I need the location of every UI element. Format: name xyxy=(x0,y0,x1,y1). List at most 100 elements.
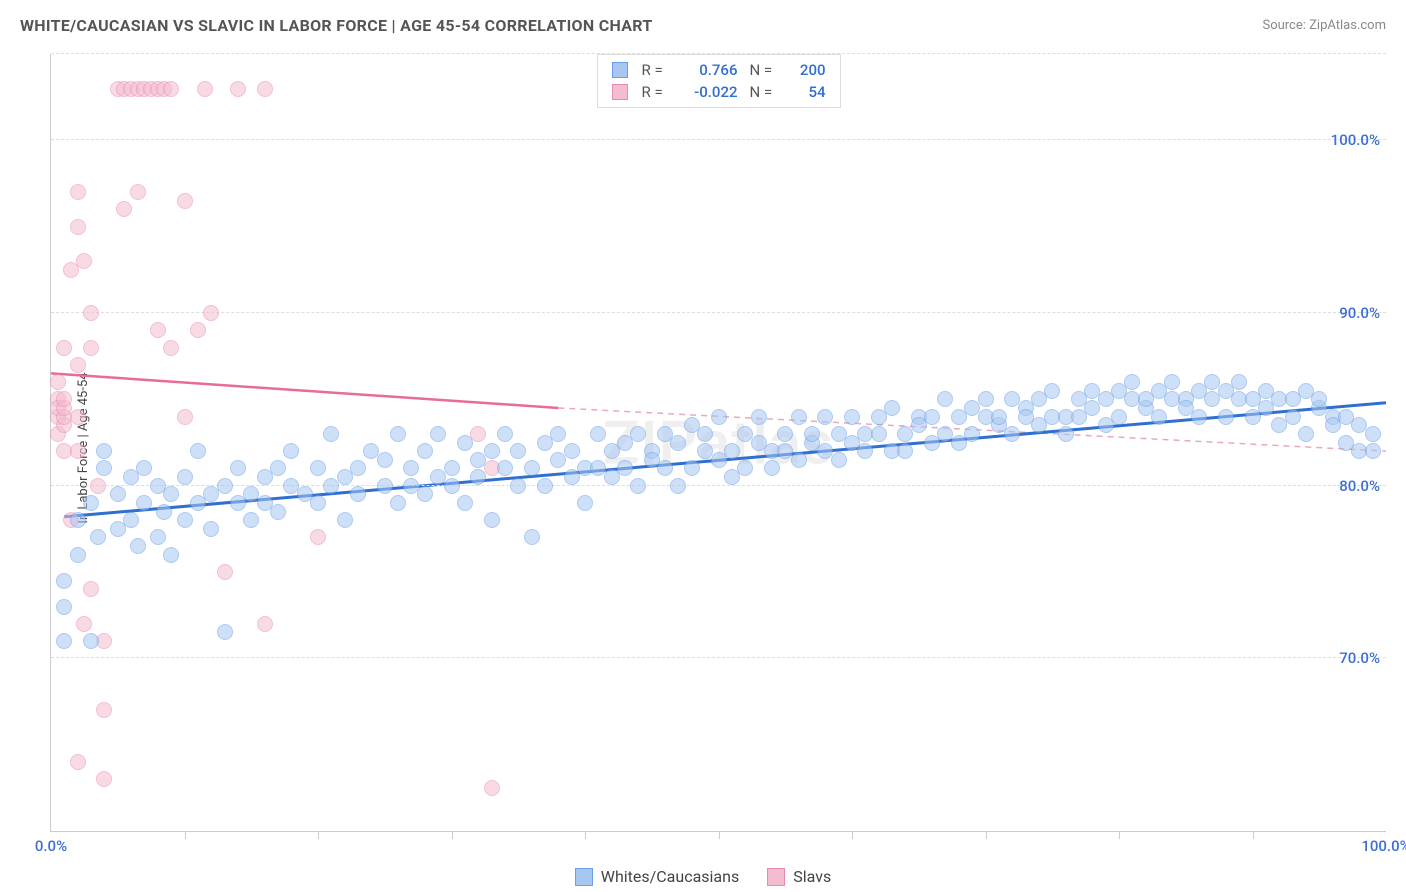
data-point-whites xyxy=(310,460,326,476)
chart-title: WHITE/CAUCASIAN VS SLAVIC IN LABOR FORCE… xyxy=(20,16,653,35)
data-point-whites xyxy=(697,426,713,442)
data-point-whites xyxy=(537,478,553,494)
data-point-whites xyxy=(1164,374,1180,390)
data-point-whites xyxy=(150,529,166,545)
x-tick xyxy=(1119,831,1120,839)
data-point-whites xyxy=(163,486,179,502)
data-point-slavs xyxy=(70,443,86,459)
data-point-slavs xyxy=(76,253,92,269)
plot-area: ZIPatlas R =0.766N =200R =-0.022N =54 70… xyxy=(50,54,1386,832)
data-point-whites xyxy=(390,426,406,442)
data-point-whites xyxy=(804,426,820,442)
data-point-slavs xyxy=(163,340,179,356)
stat-value-r: 0.766 xyxy=(678,61,738,79)
data-point-whites xyxy=(243,512,259,528)
data-point-whites xyxy=(96,443,112,459)
data-point-whites xyxy=(764,460,780,476)
data-point-slavs xyxy=(70,219,86,235)
data-point-whites xyxy=(1311,391,1327,407)
data-point-slavs xyxy=(484,780,500,796)
data-point-whites xyxy=(310,495,326,511)
data-point-whites xyxy=(377,478,393,494)
x-tick-label: 100.0% xyxy=(1361,837,1406,855)
data-point-slavs xyxy=(96,771,112,787)
data-point-whites xyxy=(978,391,994,407)
legend-swatch xyxy=(612,62,628,78)
data-point-whites xyxy=(1298,426,1314,442)
data-point-whites xyxy=(564,443,580,459)
data-point-whites xyxy=(484,512,500,528)
data-point-slavs xyxy=(83,581,99,597)
gridline xyxy=(51,312,1386,313)
data-point-whites xyxy=(217,478,233,494)
data-point-whites xyxy=(630,478,646,494)
data-point-whites xyxy=(190,443,206,459)
data-point-slavs xyxy=(96,702,112,718)
data-point-whites xyxy=(83,495,99,511)
data-point-whites xyxy=(510,478,526,494)
gridline xyxy=(51,657,1386,658)
data-point-slavs xyxy=(163,81,179,97)
data-point-whites xyxy=(484,443,500,459)
data-point-whites xyxy=(417,443,433,459)
data-point-slavs xyxy=(257,81,273,97)
source-attribution: Source: ZipAtlas.com xyxy=(1262,18,1386,33)
data-point-whites xyxy=(203,521,219,537)
data-point-whites xyxy=(884,400,900,416)
data-point-whites xyxy=(777,426,793,442)
data-point-whites xyxy=(337,512,353,528)
x-tick xyxy=(318,831,319,839)
data-point-whites xyxy=(1365,443,1381,459)
data-point-whites xyxy=(817,409,833,425)
data-point-whites xyxy=(156,504,172,520)
data-point-whites xyxy=(56,573,72,589)
data-point-whites xyxy=(497,460,513,476)
data-point-whites xyxy=(711,409,727,425)
x-tick xyxy=(185,831,186,839)
data-point-whites xyxy=(1124,374,1140,390)
data-point-whites xyxy=(751,409,767,425)
legend-swatch xyxy=(767,868,785,886)
data-point-whites xyxy=(964,426,980,442)
data-point-whites xyxy=(1151,409,1167,425)
data-point-whites xyxy=(163,547,179,563)
data-point-whites xyxy=(350,460,366,476)
data-point-whites xyxy=(217,624,233,640)
data-point-whites xyxy=(684,460,700,476)
data-point-slavs xyxy=(150,322,166,338)
data-point-whites xyxy=(791,452,807,468)
legend-swatch xyxy=(575,868,593,886)
legend-label: Slavs xyxy=(793,867,831,886)
data-point-whites xyxy=(70,547,86,563)
data-point-whites xyxy=(857,443,873,459)
legend-swatch xyxy=(612,84,628,100)
data-point-whites xyxy=(1058,426,1074,442)
stats-legend: R =0.766N =200R =-0.022N =54 xyxy=(597,54,841,108)
data-point-slavs xyxy=(190,322,206,338)
data-point-whites xyxy=(417,486,433,502)
data-point-whites xyxy=(791,409,807,425)
stat-label-n: N = xyxy=(750,83,774,101)
stat-value-r: -0.022 xyxy=(678,83,738,101)
data-point-whites xyxy=(510,443,526,459)
legend-item: Whites/Caucasians xyxy=(575,867,739,886)
data-point-slavs xyxy=(257,616,273,632)
data-point-whites xyxy=(270,504,286,520)
legend-item: Slavs xyxy=(767,867,831,886)
data-point-whites xyxy=(1231,374,1247,390)
data-point-whites xyxy=(177,512,193,528)
data-point-whites xyxy=(737,460,753,476)
data-point-whites xyxy=(1285,409,1301,425)
data-point-whites xyxy=(937,391,953,407)
data-point-whites xyxy=(924,409,940,425)
x-tick-label: 0.0% xyxy=(35,837,67,855)
data-point-whites xyxy=(83,633,99,649)
data-point-slavs xyxy=(70,754,86,770)
data-point-slavs xyxy=(50,374,66,390)
stat-label-r: R = xyxy=(642,61,666,79)
data-point-whites xyxy=(90,529,106,545)
data-point-whites xyxy=(897,443,913,459)
data-point-whites xyxy=(1111,409,1127,425)
series-legend: Whites/Caucasians Slavs xyxy=(0,867,1406,886)
data-point-whites xyxy=(577,495,593,511)
